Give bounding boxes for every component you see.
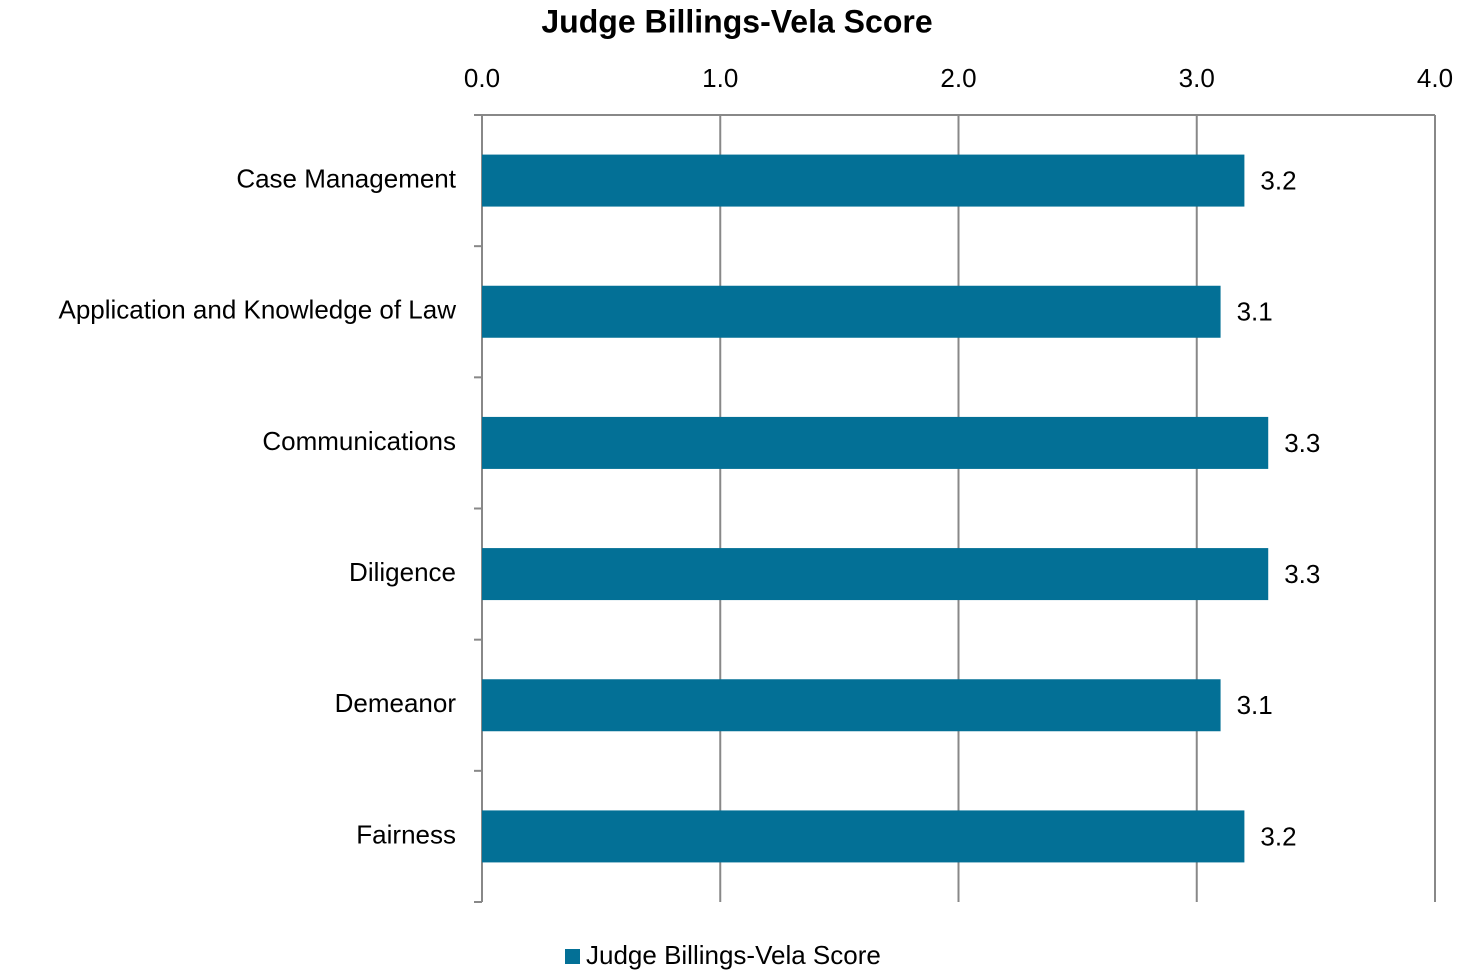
- bar: [482, 810, 1245, 863]
- bar: [482, 154, 1245, 207]
- data-label: 3.3: [1284, 559, 1320, 589]
- data-label: 3.3: [1284, 428, 1320, 458]
- legend-swatch: [565, 949, 580, 964]
- y-tick-label: Communications: [262, 426, 456, 456]
- y-tick-label: Fairness: [356, 819, 456, 849]
- legend-label: Judge Billings-Vela Score: [586, 940, 881, 970]
- bar: [482, 416, 1269, 469]
- bar: [482, 285, 1221, 338]
- x-tick-label: 0.0: [464, 63, 500, 93]
- x-tick-label: 3.0: [1179, 63, 1215, 93]
- bar: [482, 548, 1269, 601]
- bar: [482, 679, 1221, 732]
- y-tick-label: Case Management: [236, 163, 456, 193]
- data-label: 3.2: [1260, 165, 1296, 195]
- chart-title: Judge Billings-Vela Score: [541, 3, 932, 39]
- y-tick-label: Demeanor: [335, 688, 457, 718]
- data-label: 3.1: [1237, 297, 1273, 327]
- x-tick-label: 2.0: [940, 63, 976, 93]
- data-label: 3.1: [1237, 690, 1273, 720]
- data-label: 3.2: [1260, 821, 1296, 851]
- x-tick-label: 4.0: [1417, 63, 1453, 93]
- y-tick-label: Application and Knowledge of Law: [58, 295, 456, 325]
- x-tick-label: 1.0: [702, 63, 738, 93]
- y-tick-label: Diligence: [349, 557, 456, 587]
